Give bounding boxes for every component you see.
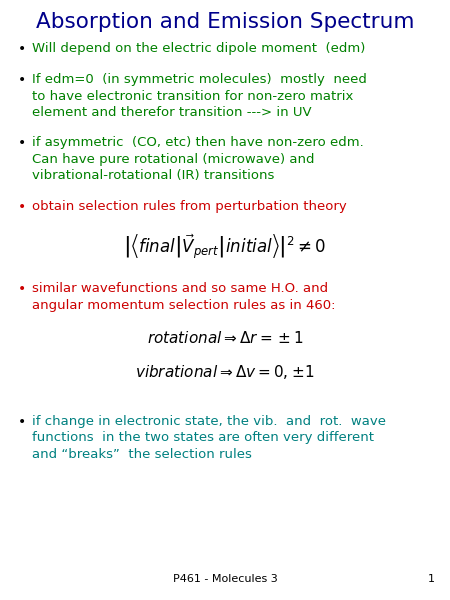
Text: •: •: [18, 282, 26, 296]
Text: •: •: [18, 42, 26, 56]
Text: $\mathit{vibrational} \Rightarrow \Delta v = 0,\!\pm\!1$: $\mathit{vibrational} \Rightarrow \Delta…: [135, 363, 315, 381]
Text: if asymmetric  (CO, etc) then have non-zero edm.
Can have pure rotational (micro: if asymmetric (CO, etc) then have non-ze…: [32, 136, 364, 182]
Text: •: •: [18, 136, 26, 150]
Text: $\mathit{rotational} \Rightarrow \Delta r = \pm 1$: $\mathit{rotational} \Rightarrow \Delta …: [147, 330, 303, 346]
Text: •: •: [18, 415, 26, 429]
Text: P461 - Molecules 3: P461 - Molecules 3: [173, 574, 277, 584]
Text: 1: 1: [428, 574, 435, 584]
Text: similar wavefunctions and so same H.O. and
angular momentum selection rules as i: similar wavefunctions and so same H.O. a…: [32, 282, 336, 311]
Text: Absorption and Emission Spectrum: Absorption and Emission Spectrum: [36, 12, 414, 32]
Text: If edm=0  (in symmetric molecules)  mostly  need
to have electronic transition f: If edm=0 (in symmetric molecules) mostly…: [32, 73, 367, 119]
Text: •: •: [18, 200, 26, 214]
Text: •: •: [18, 73, 26, 87]
Text: obtain selection rules from perturbation theory: obtain selection rules from perturbation…: [32, 200, 347, 213]
Text: if change in electronic state, the vib.  and  rot.  wave
functions  in the two s: if change in electronic state, the vib. …: [32, 415, 386, 461]
Text: Will depend on the electric dipole moment  (edm): Will depend on the electric dipole momen…: [32, 42, 365, 55]
Text: $\left|\left\langle \mathit{final}\left|\vec{V}_{\mathit{pert}}\right|\mathit{in: $\left|\left\langle \mathit{final}\left|…: [123, 232, 327, 260]
